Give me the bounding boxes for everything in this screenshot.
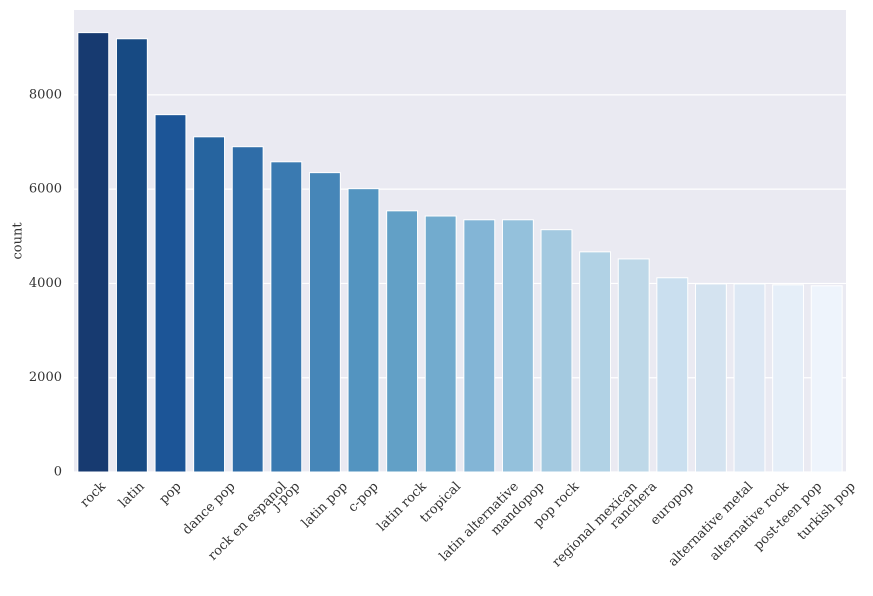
- bar: [694, 283, 727, 473]
- plot-area: [74, 10, 846, 472]
- bar: [386, 210, 419, 473]
- bar: [308, 172, 341, 473]
- y-tick-label: 8000: [29, 87, 62, 102]
- bar: [115, 38, 148, 473]
- x-tick-label: latin pop: [299, 479, 351, 531]
- bar: [77, 32, 110, 473]
- bar: [463, 219, 496, 473]
- x-tick-label: pop: [157, 479, 185, 507]
- bar: [154, 114, 187, 473]
- x-tick-label: c-pop: [345, 479, 381, 515]
- bar: [424, 215, 457, 473]
- bar: [617, 258, 650, 473]
- bar: [347, 188, 380, 473]
- bar: [501, 219, 534, 473]
- bar: [193, 136, 226, 473]
- x-tick-label: latin rock: [375, 479, 430, 534]
- bar: [810, 285, 843, 473]
- y-tick-label: 0: [54, 465, 62, 480]
- bar: [231, 146, 264, 473]
- bar: [540, 229, 573, 473]
- y-tick-label: 6000: [29, 182, 62, 197]
- y-tick-label: 4000: [29, 276, 62, 291]
- bar: [270, 161, 303, 473]
- x-tick-label: latin: [116, 479, 148, 511]
- y-axis-label: count: [11, 222, 26, 260]
- bar: [579, 251, 612, 473]
- x-tick-label: rock: [78, 479, 109, 510]
- y-tick-label: 2000: [29, 370, 62, 385]
- bar: [656, 277, 689, 473]
- bar: [733, 283, 766, 473]
- bar: [772, 284, 805, 473]
